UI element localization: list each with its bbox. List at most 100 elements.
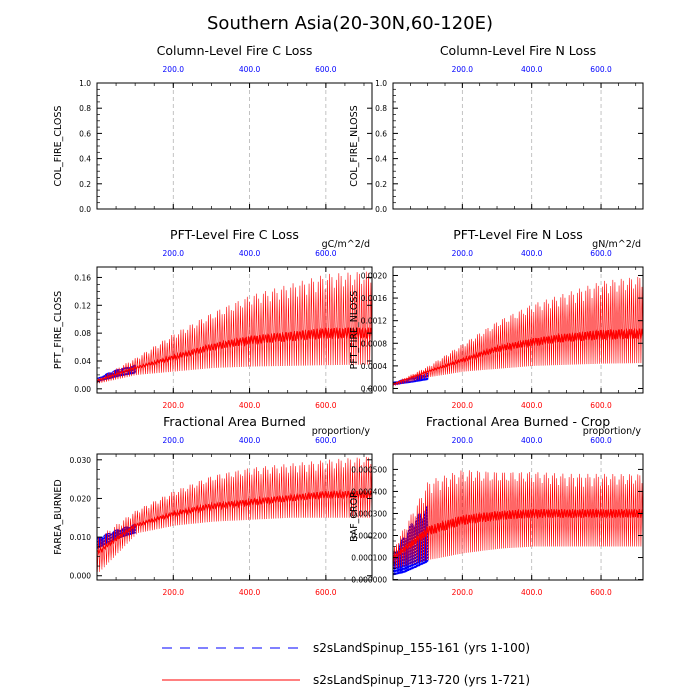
series-red (97, 456, 372, 572)
panel-title: Column-Level Fire C Loss (157, 43, 313, 58)
xtick-top-label: 400.0 (521, 436, 543, 445)
xtick-bottom-label: 400.0 (521, 588, 543, 597)
xtick-top-label: 400.0 (521, 65, 543, 74)
series-mean-red (393, 327, 643, 385)
panel-title: Column-Level Fire N Loss (440, 43, 596, 58)
ytick-label: 0.020 (70, 494, 92, 503)
xtick-bottom-label: 200.0 (452, 588, 474, 597)
series-red (97, 271, 372, 384)
ytick-label: 0.12 (74, 301, 91, 310)
panel-title: PFT-Level Fire C Loss (170, 227, 299, 242)
plot-frame (392, 453, 644, 581)
chart-panels: Column-Level Fire C Loss 0.0 0.2 0.4 0.6 0.8 1… (53, 43, 644, 597)
plot-frame (96, 82, 373, 210)
panel-title: Fractional Area Burned - Crop (426, 414, 610, 429)
ytick-label: 0.0020 (361, 271, 387, 280)
xtick-bottom-label: 200.0 (163, 588, 185, 597)
panel-title: Fractional Area Burned (163, 414, 306, 429)
plot-frame (96, 266, 373, 394)
plot-area (97, 271, 372, 384)
panel-units: gN/m^2/d (592, 239, 641, 250)
ytick-label: 0.16 (74, 273, 91, 282)
y-axis-label: PFT_FIRE_CLOSS (53, 291, 64, 369)
xtick-top-label: 200.0 (452, 65, 474, 74)
legend-label-red: s2sLandSpinup_713-720 (yrs 1-721) (313, 673, 530, 687)
panel-c5: Fractional Area Burned proportion/y 0.000 0… (53, 414, 373, 597)
ytick-label: 0.08 (74, 329, 91, 338)
xtick-bottom-label: 600.0 (315, 401, 337, 410)
xtick-bottom-label: 200.0 (452, 401, 474, 410)
legend: s2sLandSpinup_155-161 (yrs 1-100) s2sLan… (162, 641, 530, 687)
plot-area (97, 456, 372, 572)
ytick-label: 0.000300 (351, 509, 387, 518)
xtick-top-label: 600.0 (590, 436, 612, 445)
ytick-label: 0.030 (70, 456, 92, 465)
panel-units: proportion/y (312, 426, 371, 437)
xtick-top-label: 400.0 (521, 249, 543, 258)
ytick-label: 1.0 (375, 79, 387, 88)
ytick-label: 0.0016 (361, 294, 387, 303)
ytick-label: 0.010 (70, 533, 92, 542)
plot-frame (392, 266, 644, 394)
ytick-label: 0.000400 (351, 487, 387, 496)
xtick-top-label: 600.0 (315, 65, 337, 74)
xtick-top-label: 600.0 (315, 436, 337, 445)
series-mean-red (97, 326, 372, 381)
xtick-top-label: 400.0 (239, 249, 261, 258)
legend-label-blue: s2sLandSpinup_155-161 (yrs 1-100) (313, 641, 530, 655)
series-mean-red (97, 489, 372, 555)
y-axis-label: COL_FIRE_CLOSS (53, 106, 64, 187)
ytick-label: 0.0012 (361, 317, 387, 326)
xtick-top-label: 200.0 (452, 249, 474, 258)
ytick-label: 0.4 (375, 155, 387, 164)
ytick-label: 0.000 (70, 572, 92, 581)
xtick-bottom-label: 600.0 (315, 588, 337, 597)
ytick-label: 0.000500 (351, 465, 387, 474)
ytick-label: 0.00 (74, 385, 91, 394)
series-red (393, 276, 643, 386)
ytick-label: 0.6 (79, 129, 91, 138)
xtick-top-label: 200.0 (163, 65, 185, 74)
xtick-top-label: 200.0 (163, 249, 185, 258)
panel-c4: PFT-Level Fire N Loss gN/m^2/d 0.0000 0.000… (349, 227, 644, 410)
ytick-label: 0.0008 (361, 339, 387, 348)
xtick-bottom-label: 600.0 (590, 401, 612, 410)
series-mean-red (393, 508, 643, 560)
plot-area (393, 470, 643, 576)
xtick-top-label: 600.0 (590, 65, 612, 74)
panel-c6: Fractional Area Burned - Cropproportion/… (349, 414, 644, 597)
ytick-label: 0.8 (79, 104, 91, 113)
plot-frame (96, 453, 373, 581)
xtick-top-label: 200.0 (452, 436, 474, 445)
xtick-bottom-label: 200.0 (163, 401, 185, 410)
panel-c3: PFT-Level Fire C Loss gC/m^2/d 0.00 0.04 0.0… (53, 227, 373, 410)
ytick-label: 0.000000 (351, 576, 387, 585)
panel-units: gC/m^2/d (322, 239, 370, 250)
xtick-top-label: 200.0 (163, 436, 185, 445)
ytick-label: 0.0004 (361, 362, 387, 371)
ytick-label: 0.000200 (351, 532, 387, 541)
figure-title: Southern Asia(20-30N,60-120E) (207, 13, 493, 34)
xtick-bottom-label: 400.0 (239, 588, 261, 597)
xtick-bottom-label: 400.0 (239, 401, 261, 410)
ytick-label: 0.2 (79, 180, 91, 189)
ytick-label: 0.8 (375, 104, 387, 113)
ytick-label: 0.000100 (351, 554, 387, 563)
y-axis-label: BAF_CROP (349, 492, 360, 542)
y-axis-label: PFT_FIRE_NLOSS (349, 291, 360, 370)
plot-frame (392, 82, 644, 210)
ytick-label: 0.0 (79, 205, 91, 214)
xtick-top-label: 600.0 (315, 249, 337, 258)
panel-title: PFT-Level Fire N Loss (453, 227, 583, 242)
ytick-label: 0.0 (375, 205, 387, 214)
series-red (393, 470, 643, 569)
ytick-label: 0.0000 (361, 384, 387, 393)
xtick-bottom-label: 600.0 (590, 588, 612, 597)
y-axis-label: FAREA_BURNED (53, 479, 64, 554)
xtick-top-label: 400.0 (239, 436, 261, 445)
panel-units: proportion/y (583, 426, 642, 437)
ytick-label: 0.4 (79, 155, 91, 164)
xtick-top-label: 400.0 (239, 65, 261, 74)
y-axis-label: COL_FIRE_NLOSS (349, 105, 360, 186)
